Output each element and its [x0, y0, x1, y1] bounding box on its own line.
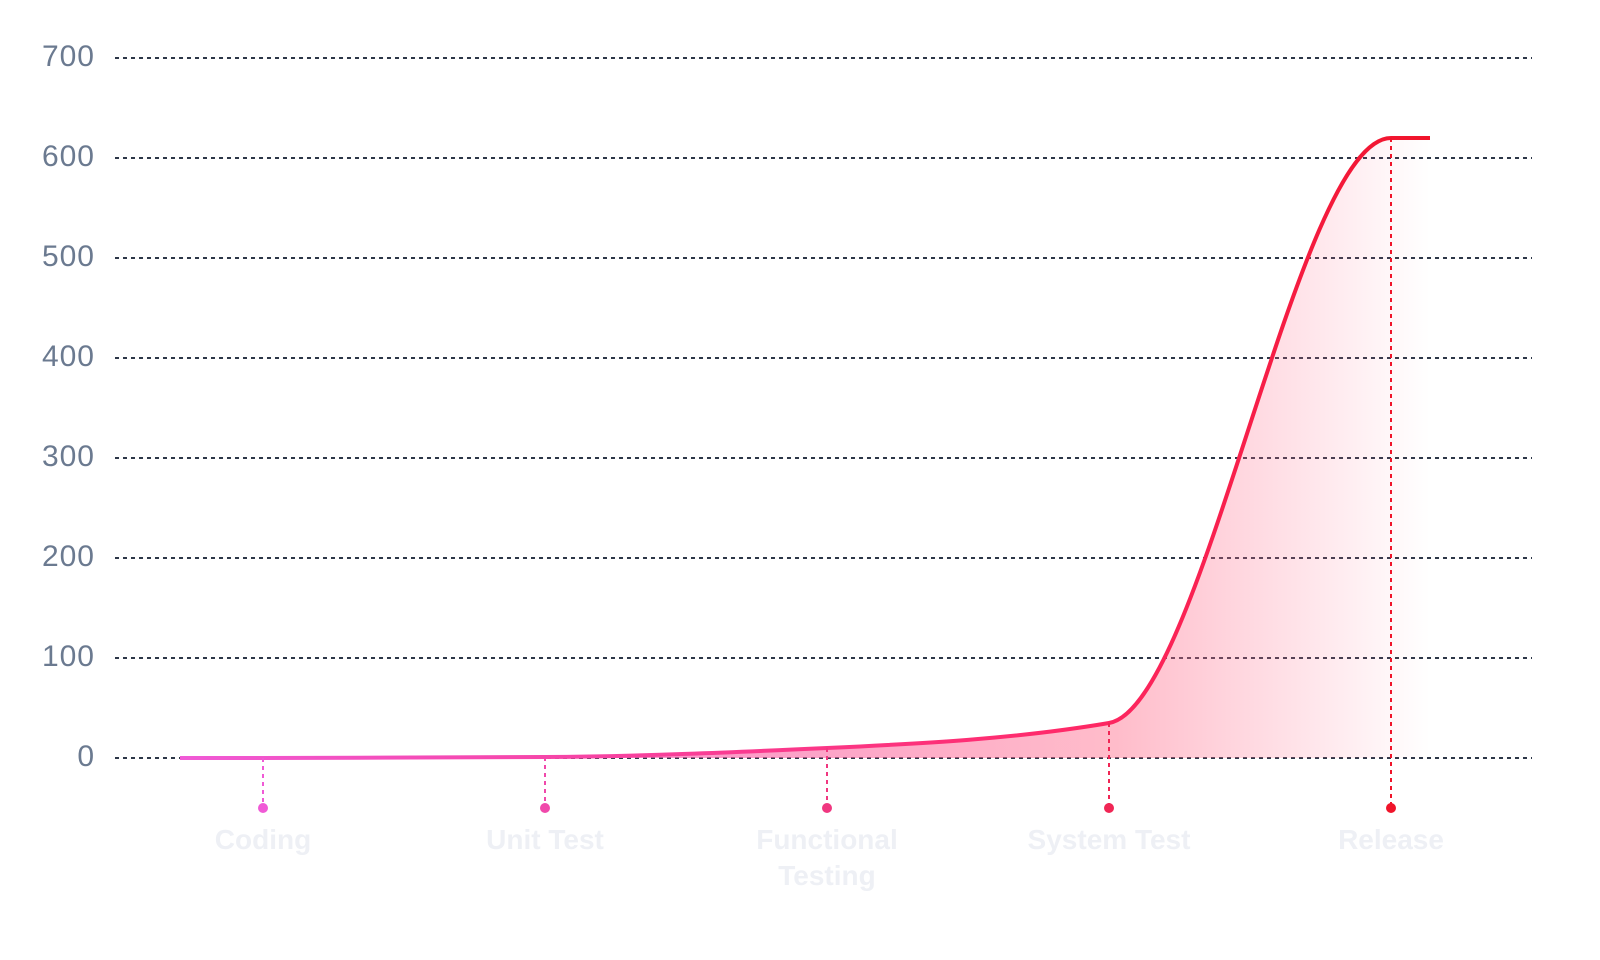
- y-tick-label: 700: [42, 40, 95, 73]
- y-tick-label: 300: [42, 440, 95, 473]
- x-tick-label: Functional Testing: [756, 824, 898, 891]
- y-tick-label: 400: [42, 340, 95, 373]
- y-tick-label: 500: [42, 240, 95, 273]
- area: [180, 138, 1430, 758]
- x-tick-label: Release: [1338, 824, 1444, 855]
- x-tick-label: Coding: [214, 824, 312, 855]
- y-tick-label: 200: [42, 540, 95, 573]
- point: [822, 803, 832, 813]
- point: [258, 803, 268, 813]
- x-tick-label: System Test: [1027, 824, 1191, 855]
- y-tick-label: 100: [42, 640, 95, 673]
- point: [540, 803, 550, 813]
- y-tick-label: 0: [77, 740, 95, 773]
- line: [180, 136, 1430, 760]
- point: [1104, 803, 1114, 813]
- x-tick-label: Unit Test: [486, 824, 604, 855]
- y-tick-label: 600: [42, 140, 95, 173]
- point: [1386, 803, 1396, 813]
